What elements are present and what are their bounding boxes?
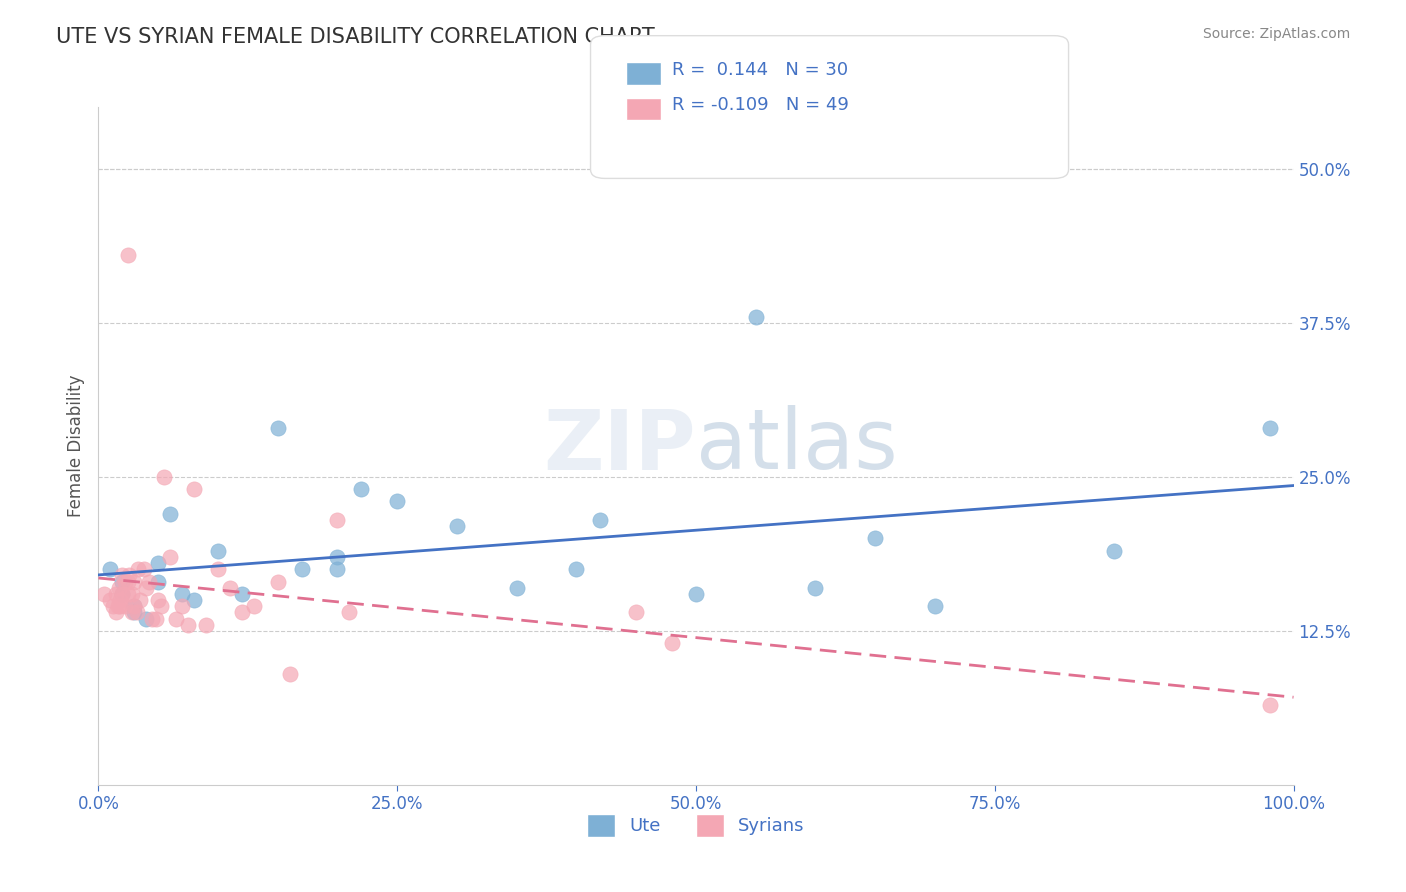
Text: atlas: atlas <box>696 406 897 486</box>
Point <box>127 562 149 576</box>
Point <box>231 606 253 620</box>
Point <box>145 611 167 625</box>
Point <box>129 593 152 607</box>
Point <box>148 574 170 589</box>
Point <box>124 599 146 614</box>
Point <box>107 581 129 595</box>
Point <box>291 562 314 576</box>
Point <box>141 611 163 625</box>
Point <box>149 599 172 614</box>
Point <box>121 587 143 601</box>
Point <box>1258 698 1281 712</box>
Point <box>153 470 176 484</box>
Point <box>93 587 115 601</box>
Point <box>108 593 131 607</box>
Point <box>111 568 134 582</box>
Point <box>231 587 253 601</box>
Point <box>135 581 157 595</box>
Point <box>589 513 612 527</box>
Text: Source: ZipAtlas.com: Source: ZipAtlas.com <box>1202 27 1350 41</box>
Point <box>195 617 218 632</box>
Point <box>661 636 683 650</box>
Point <box>105 587 128 601</box>
Point <box>124 574 146 589</box>
Point <box>326 562 349 576</box>
Point <box>148 556 170 570</box>
Point <box>207 543 229 558</box>
Point <box>865 532 887 546</box>
Point <box>111 587 134 601</box>
Point <box>107 599 129 614</box>
Point <box>924 599 946 614</box>
Point <box>1104 543 1126 558</box>
Point <box>132 562 155 576</box>
Point <box>98 562 122 576</box>
Point <box>138 574 160 589</box>
Point <box>326 513 349 527</box>
Point <box>177 617 200 632</box>
Point <box>118 568 141 582</box>
Text: UTE VS SYRIAN FEMALE DISABILITY CORRELATION CHART: UTE VS SYRIAN FEMALE DISABILITY CORRELAT… <box>56 27 655 46</box>
Point <box>148 593 170 607</box>
Point <box>804 581 827 595</box>
Point <box>685 587 707 601</box>
Point <box>125 606 148 620</box>
Point <box>1258 420 1281 434</box>
Point <box>101 599 124 614</box>
Point <box>278 667 301 681</box>
Point <box>267 420 290 434</box>
Point <box>117 574 139 589</box>
Legend: Ute, Syrians: Ute, Syrians <box>581 807 811 844</box>
Point <box>172 587 194 601</box>
Point <box>114 599 136 614</box>
Point <box>165 611 187 625</box>
Point <box>105 606 128 620</box>
Point <box>565 562 588 576</box>
Text: R =  0.144   N = 30: R = 0.144 N = 30 <box>672 61 848 78</box>
Point <box>159 549 181 564</box>
Point <box>385 494 409 508</box>
Point <box>219 581 242 595</box>
Point <box>243 599 266 614</box>
Point <box>124 606 146 620</box>
Point <box>339 606 361 620</box>
Point <box>207 562 229 576</box>
Point <box>745 310 768 324</box>
Point <box>117 248 139 262</box>
Point <box>446 519 468 533</box>
Point <box>159 507 181 521</box>
Text: R = -0.109   N = 49: R = -0.109 N = 49 <box>672 96 849 114</box>
Point <box>626 606 648 620</box>
Point <box>506 581 529 595</box>
Y-axis label: Female Disability: Female Disability <box>66 375 84 517</box>
Text: ZIP: ZIP <box>544 406 696 486</box>
Point <box>117 587 139 601</box>
Point <box>183 593 205 607</box>
Point <box>135 611 157 625</box>
Point <box>326 549 349 564</box>
Point <box>108 599 131 614</box>
Point <box>111 587 134 601</box>
Point <box>111 574 134 589</box>
Point <box>121 606 143 620</box>
Point <box>183 482 205 496</box>
Point <box>172 599 194 614</box>
Point <box>350 482 373 496</box>
Point <box>267 574 290 589</box>
Point <box>124 599 146 614</box>
Point <box>98 593 122 607</box>
Point <box>114 574 136 589</box>
